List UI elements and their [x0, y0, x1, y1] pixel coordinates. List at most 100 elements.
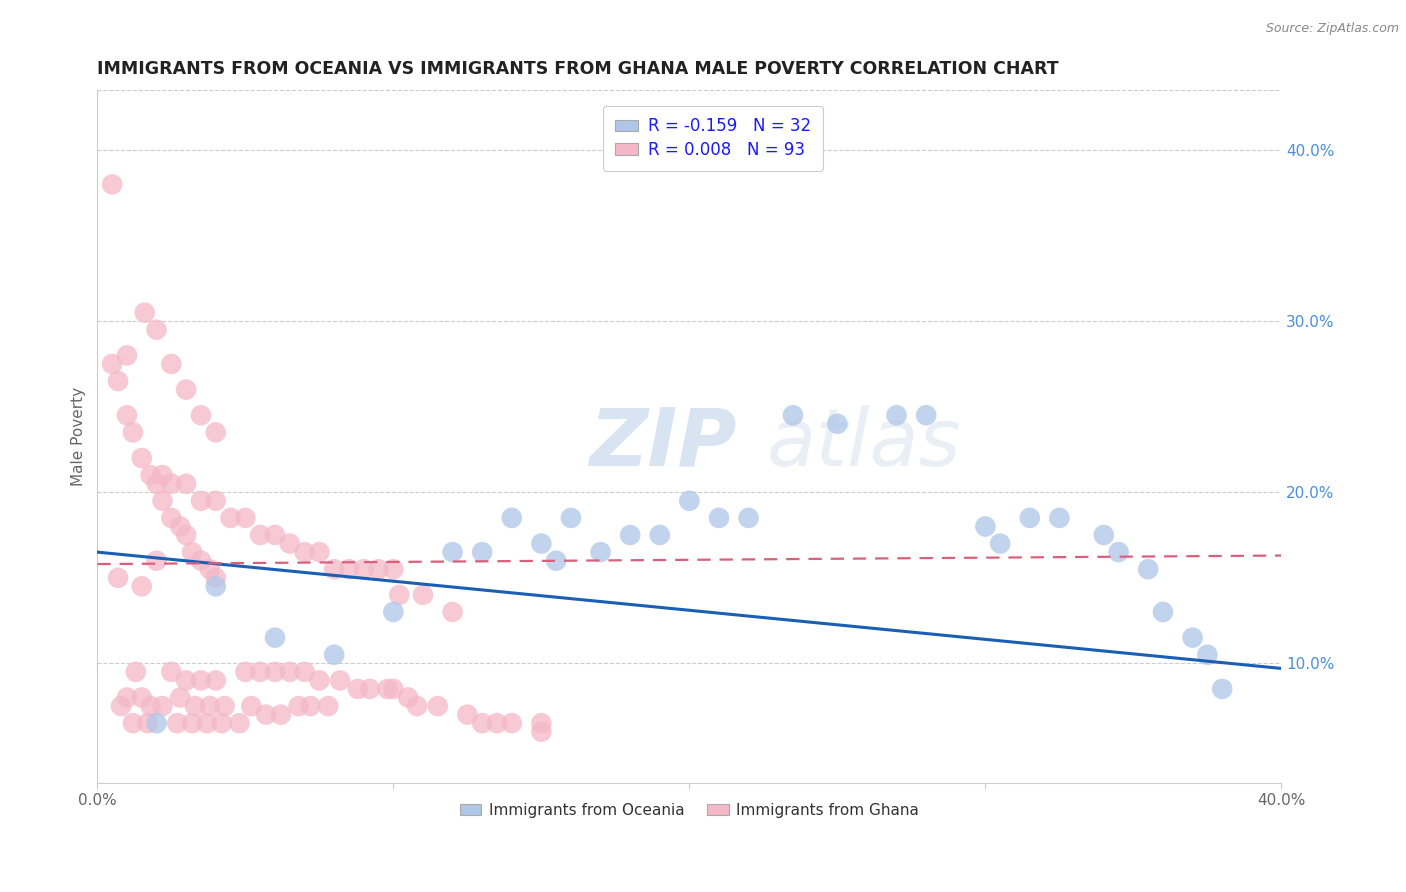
Point [249, 528, 271, 542]
Point [228, 716, 250, 731]
Text: atlas: atlas [766, 405, 962, 483]
Point [166, 716, 188, 731]
Point [145, 554, 167, 568]
Point [152, 493, 174, 508]
Point [107, 571, 129, 585]
Point [115, 690, 138, 705]
Point [160, 357, 183, 371]
Point [145, 476, 167, 491]
Point [337, 562, 360, 576]
Point [412, 588, 434, 602]
Text: IMMIGRANTS FROM OCEANIA VS IMMIGRANTS FROM GHANA MALE POVERTY CORRELATION CHART: IMMIGRANTS FROM OCEANIA VS IMMIGRANTS FR… [97, 60, 1059, 78]
Point [145, 323, 167, 337]
Point [1181, 631, 1204, 645]
Point [101, 357, 124, 371]
Point [139, 699, 162, 714]
Point [249, 665, 271, 679]
Point [204, 673, 226, 688]
Point [294, 665, 316, 679]
Point [101, 178, 124, 192]
Point [886, 409, 908, 423]
Point [485, 716, 508, 731]
Point [254, 707, 277, 722]
Point [1197, 648, 1219, 662]
Point [169, 519, 191, 533]
Point [678, 493, 700, 508]
Point [278, 536, 301, 550]
Point [152, 699, 174, 714]
Point [1152, 605, 1174, 619]
Point [195, 716, 218, 731]
Point [264, 665, 287, 679]
Point [546, 554, 568, 568]
Point [441, 605, 464, 619]
Point [219, 511, 242, 525]
Point [160, 511, 183, 525]
Point [204, 571, 226, 585]
Point [316, 699, 339, 714]
Point [308, 673, 330, 688]
Point [308, 545, 330, 559]
Point [235, 511, 257, 525]
Point [530, 716, 553, 731]
Point [204, 579, 226, 593]
Point [471, 545, 494, 559]
Point [388, 588, 411, 602]
Point [294, 545, 316, 559]
Point [134, 305, 156, 319]
Point [160, 476, 183, 491]
Point [406, 699, 429, 714]
Point [115, 348, 138, 362]
Point [235, 665, 257, 679]
Point [530, 724, 553, 739]
Point [827, 417, 849, 431]
Point [426, 699, 449, 714]
Point [190, 673, 212, 688]
Point [264, 631, 287, 645]
Point [353, 562, 375, 576]
Point [264, 528, 287, 542]
Point [287, 699, 309, 714]
Point [501, 511, 523, 525]
Point [198, 699, 221, 714]
Point [115, 409, 138, 423]
Point [1137, 562, 1160, 576]
Point [560, 511, 582, 525]
Point [190, 554, 212, 568]
Point [1047, 511, 1070, 525]
Point [169, 690, 191, 705]
Text: ZIP: ZIP [589, 405, 737, 483]
Point [382, 605, 405, 619]
Point [125, 665, 148, 679]
Point [122, 425, 145, 440]
Point [160, 665, 183, 679]
Point [270, 707, 292, 722]
Point [122, 716, 145, 731]
Point [988, 536, 1011, 550]
Point [174, 528, 197, 542]
Point [441, 545, 464, 559]
Point [1211, 681, 1233, 696]
Point [107, 374, 129, 388]
Point [214, 699, 236, 714]
Point [396, 690, 419, 705]
Point [110, 699, 132, 714]
Point [131, 579, 153, 593]
Point [240, 699, 263, 714]
Point [136, 716, 159, 731]
Point [323, 562, 346, 576]
Point [707, 511, 730, 525]
Point [456, 707, 478, 722]
Point [204, 493, 226, 508]
Point [139, 468, 162, 483]
Point [152, 468, 174, 483]
Point [501, 716, 523, 731]
Point [190, 409, 212, 423]
Point [1018, 511, 1040, 525]
Point [915, 409, 938, 423]
Point [278, 665, 301, 679]
Point [367, 562, 389, 576]
Point [619, 528, 641, 542]
Point [131, 450, 153, 465]
Legend: Immigrants from Oceania, Immigrants from Ghana: Immigrants from Oceania, Immigrants from… [454, 797, 925, 824]
